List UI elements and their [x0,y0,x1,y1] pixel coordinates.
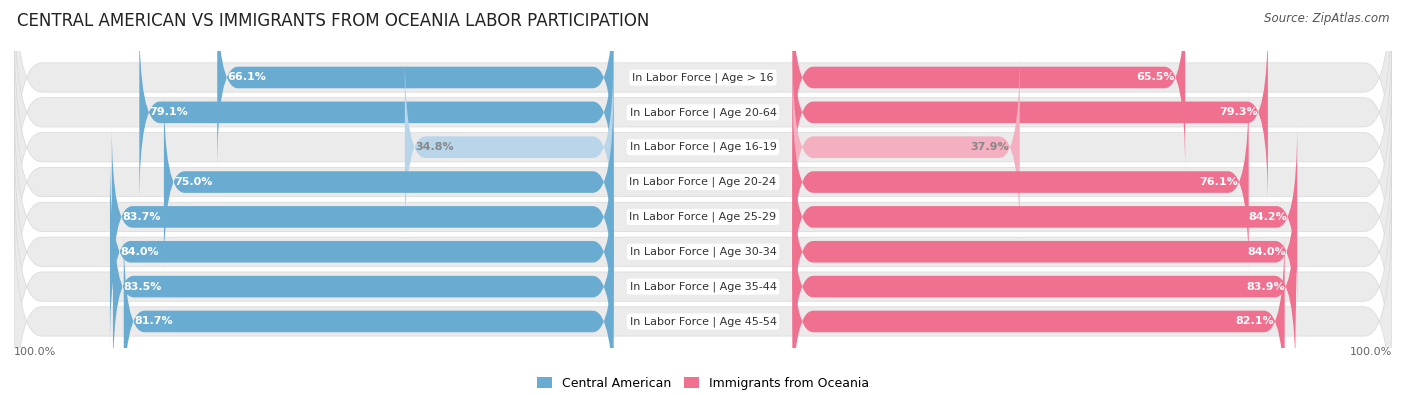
FancyBboxPatch shape [14,127,1392,376]
Text: In Labor Force | Age 16-19: In Labor Force | Age 16-19 [630,142,776,152]
Text: 79.1%: 79.1% [149,107,188,117]
Text: 100.0%: 100.0% [1350,346,1392,357]
FancyBboxPatch shape [793,158,1296,346]
Text: 100.0%: 100.0% [14,346,56,357]
FancyBboxPatch shape [111,123,613,310]
FancyBboxPatch shape [14,23,1392,272]
FancyBboxPatch shape [405,53,613,241]
Text: 66.1%: 66.1% [228,73,267,83]
Text: In Labor Force | Age 25-29: In Labor Force | Age 25-29 [630,212,776,222]
FancyBboxPatch shape [793,53,1019,241]
FancyBboxPatch shape [110,158,613,346]
FancyBboxPatch shape [14,0,1392,237]
Text: Source: ZipAtlas.com: Source: ZipAtlas.com [1264,12,1389,25]
FancyBboxPatch shape [793,0,1185,171]
Text: 84.0%: 84.0% [1247,247,1285,257]
FancyBboxPatch shape [14,162,1392,395]
FancyBboxPatch shape [112,193,613,380]
FancyBboxPatch shape [124,228,613,395]
Text: 84.0%: 84.0% [121,247,159,257]
Text: 65.5%: 65.5% [1136,73,1175,83]
Text: In Labor Force | Age > 16: In Labor Force | Age > 16 [633,72,773,83]
Legend: Central American, Immigrants from Oceania: Central American, Immigrants from Oceani… [531,372,875,395]
FancyBboxPatch shape [793,88,1249,276]
Text: CENTRAL AMERICAN VS IMMIGRANTS FROM OCEANIA LABOR PARTICIPATION: CENTRAL AMERICAN VS IMMIGRANTS FROM OCEA… [17,12,650,30]
Text: In Labor Force | Age 45-54: In Labor Force | Age 45-54 [630,316,776,327]
Text: 37.9%: 37.9% [970,142,1010,152]
Text: 82.1%: 82.1% [1236,316,1274,326]
FancyBboxPatch shape [793,19,1268,206]
Text: 81.7%: 81.7% [134,316,173,326]
FancyBboxPatch shape [139,19,613,206]
FancyBboxPatch shape [14,197,1392,395]
FancyBboxPatch shape [14,57,1392,307]
Text: In Labor Force | Age 20-64: In Labor Force | Age 20-64 [630,107,776,118]
FancyBboxPatch shape [793,123,1298,310]
FancyBboxPatch shape [793,193,1295,380]
Text: 34.8%: 34.8% [415,142,454,152]
Text: 76.1%: 76.1% [1199,177,1239,187]
Text: 75.0%: 75.0% [174,177,212,187]
FancyBboxPatch shape [218,0,613,171]
Text: 83.7%: 83.7% [122,212,160,222]
FancyBboxPatch shape [14,92,1392,342]
Text: In Labor Force | Age 30-34: In Labor Force | Age 30-34 [630,246,776,257]
Text: 79.3%: 79.3% [1219,107,1257,117]
Text: 84.2%: 84.2% [1249,212,1286,222]
Text: 83.5%: 83.5% [124,282,162,292]
FancyBboxPatch shape [793,228,1285,395]
Text: In Labor Force | Age 35-44: In Labor Force | Age 35-44 [630,281,776,292]
Text: In Labor Force | Age 20-24: In Labor Force | Age 20-24 [630,177,776,187]
FancyBboxPatch shape [165,88,613,276]
Text: 83.9%: 83.9% [1247,282,1285,292]
FancyBboxPatch shape [14,0,1392,202]
